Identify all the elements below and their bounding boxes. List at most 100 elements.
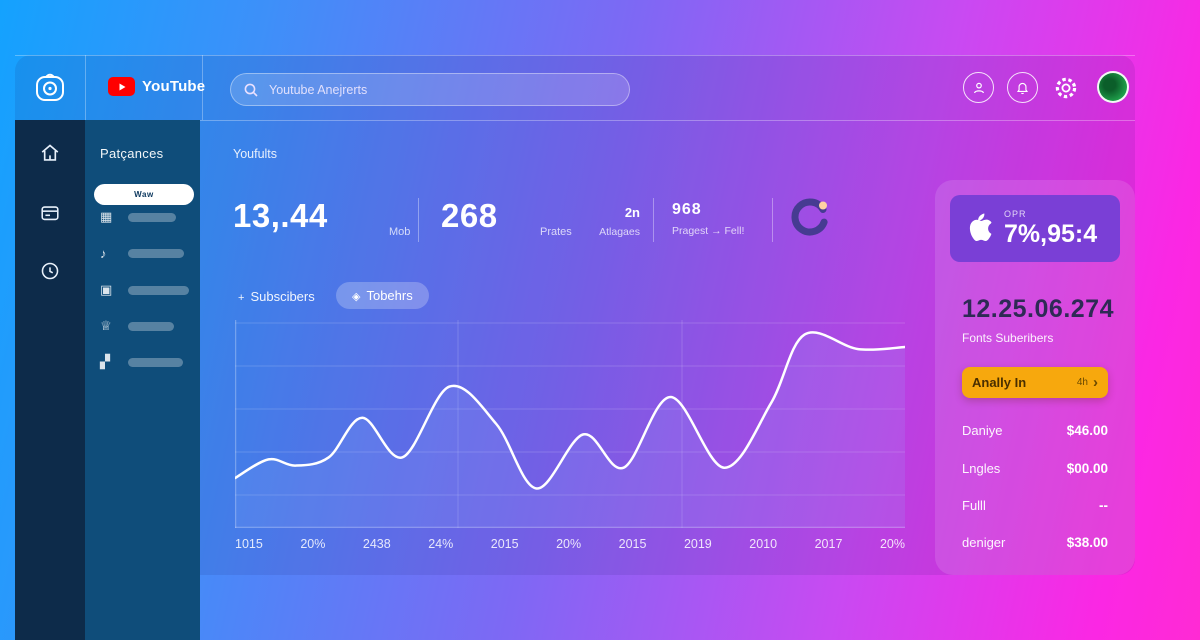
card-icon	[41, 206, 59, 221]
row-name: Lngles	[962, 460, 1001, 476]
settings-button[interactable]	[1052, 74, 1080, 102]
row-name: Daniye	[962, 422, 1003, 438]
sidebar-item-placeholder	[128, 248, 184, 258]
stat-value-2: 268	[441, 197, 498, 234]
header-divider-1	[85, 55, 86, 120]
card-value: 7%,95:4	[1004, 219, 1098, 248]
subscriber-count: 12.25.06.274	[962, 295, 1114, 323]
opr-card[interactable]: OPR 7%,95:4	[950, 195, 1120, 262]
stat-divider	[418, 198, 419, 242]
sidebar-item-2[interactable]: ♪	[100, 245, 184, 261]
list-item[interactable]: deniger $38.00	[962, 532, 1108, 552]
rail-item-home[interactable]	[39, 142, 61, 164]
card-tag: OPR	[1004, 208, 1027, 219]
youtube-logo[interactable]: YouTube	[108, 77, 205, 96]
bell-icon	[1016, 82, 1029, 95]
x-tick: 20%	[879, 537, 905, 551]
icon-rail	[15, 120, 85, 640]
sidebar-title: Patçances	[100, 146, 164, 161]
loading-spinner	[790, 197, 830, 237]
row-value: --	[1099, 497, 1108, 513]
library-icon: ▣	[100, 282, 113, 297]
x-tick: 1015	[235, 537, 263, 551]
section-title: Youfults	[233, 147, 278, 161]
row-name: deniger	[962, 534, 1006, 550]
x-tick: 24%	[428, 537, 454, 551]
subscriber-caption: Fonts Suberibers	[962, 331, 1054, 345]
list-item[interactable]: Daniye $46.00	[962, 420, 1108, 440]
header-bottom-divider	[15, 120, 1135, 121]
music-icon: ♪	[100, 245, 107, 261]
search-bar[interactable]	[230, 73, 630, 106]
grid-icon: ▦	[100, 209, 113, 224]
x-tick: 2438	[362, 537, 391, 551]
sidebar-item-placeholder	[128, 321, 174, 331]
account-button[interactable]	[963, 72, 994, 103]
sidebar-item-placeholder	[128, 357, 183, 367]
chart-gridlines	[235, 320, 905, 528]
diamond-icon: ◈	[352, 291, 361, 303]
legend-label: Tobehrs	[366, 288, 413, 303]
row-value: $46.00	[1066, 422, 1108, 438]
analyze-button[interactable]: Anally In 4h ›	[962, 367, 1108, 398]
home-icon	[41, 144, 59, 161]
x-tick: 2017	[814, 537, 843, 551]
chart-x-labels: 1015 20% 2438 24% 2015 20% 2015 2019 201…	[235, 537, 905, 551]
stat-divider	[653, 198, 654, 242]
crown-icon: ♕	[100, 318, 112, 333]
x-tick: 2015	[618, 537, 647, 551]
analyze-button-meta: 4h	[1076, 377, 1088, 388]
x-tick: 2010	[749, 537, 778, 551]
stat-label-1: Mob	[389, 226, 411, 238]
gear-icon	[1055, 77, 1077, 99]
stat-label-4: Pragest → Fell!	[672, 225, 745, 237]
stat-label-3: Atlagaes	[599, 226, 640, 238]
sidebar-item-3[interactable]: ▣	[100, 282, 189, 298]
sidebar	[85, 120, 200, 640]
rail-item-library[interactable]	[39, 202, 61, 224]
stat-label-2: Prates	[540, 226, 572, 238]
sidebar-pill-label: Waw	[134, 190, 154, 199]
chart-line	[235, 331, 905, 490]
sidebar-item-placeholder	[128, 212, 176, 222]
list-item[interactable]: Lngles $00.00	[962, 458, 1108, 478]
legend-tobehrs[interactable]: ◈ Tobehrs	[336, 282, 429, 309]
user-avatar[interactable]	[1097, 71, 1129, 103]
stat-value-1: 13,.44	[233, 197, 328, 234]
stats-icon: ▞	[100, 354, 110, 369]
sidebar-item-placeholder	[128, 285, 189, 295]
notifications-button[interactable]	[1007, 72, 1038, 103]
analyze-button-label: Anally In	[972, 375, 1027, 390]
header-top-divider	[15, 55, 1135, 56]
row-value: $38.00	[1066, 534, 1108, 550]
stat-block-3: 2n Atlagaes	[583, 205, 640, 238]
sidebar-item-5[interactable]: ▞	[100, 354, 183, 370]
search-input[interactable]	[267, 81, 617, 98]
x-tick: 2019	[683, 537, 712, 551]
x-tick: 20%	[556, 537, 582, 551]
line-chart	[235, 320, 905, 528]
clock-icon	[41, 262, 59, 280]
brand-name: YouTube	[142, 78, 206, 95]
sidebar-active-pill[interactable]: Waw	[94, 184, 194, 205]
row-name: Fulll	[962, 497, 986, 513]
app-logo-icon[interactable]	[32, 70, 68, 106]
x-tick: 2015	[490, 537, 519, 551]
stat-block-4: 968 Pragest → Fell!	[672, 201, 744, 237]
rail-item-history[interactable]	[39, 260, 61, 282]
sidebar-item-4[interactable]: ♕	[100, 318, 174, 334]
chart-area	[235, 332, 905, 528]
sidebar-item-1[interactable]: ▦	[100, 209, 176, 225]
search-icon	[243, 82, 259, 98]
legend-subscribers[interactable]: + Subscibers	[238, 289, 315, 304]
legend-label: Subscibers	[250, 289, 315, 304]
stat-value-4: 968	[672, 201, 702, 218]
header-divider-2	[202, 55, 203, 120]
stat-divider	[772, 198, 773, 242]
app-window	[15, 55, 1135, 575]
list-item[interactable]: Fulll --	[962, 495, 1108, 515]
person-icon	[973, 82, 984, 93]
x-tick: 20%	[300, 537, 326, 551]
plus-icon: +	[238, 292, 245, 304]
